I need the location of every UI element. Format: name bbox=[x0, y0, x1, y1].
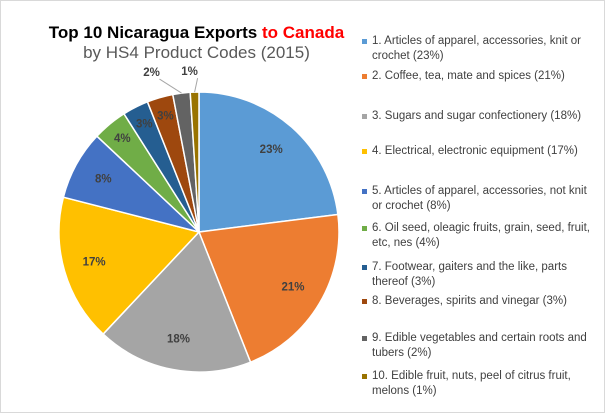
legend-label: 3. Sugars and sugar confectionery (18%) bbox=[372, 110, 582, 122]
chart-title: Top 10 Nicaragua Exports to Canada by HS… bbox=[9, 23, 384, 63]
legend-label: 1. Articles of apparel, accessories, kni… bbox=[372, 35, 582, 62]
legend-label: 10. Edible fruit, nuts, peel of citrus f… bbox=[372, 370, 571, 397]
legend-marker bbox=[362, 39, 367, 44]
chart-title-highlight: to Canada bbox=[262, 23, 345, 42]
pie-data-label: 18% bbox=[167, 333, 190, 345]
legend-marker bbox=[362, 114, 367, 119]
pie-leader-line bbox=[159, 78, 182, 94]
legend-item: 9. Edible vegetables and certain roots a… bbox=[362, 331, 597, 361]
chart-subtitle: by HS4 Product Codes (2015) bbox=[83, 43, 310, 62]
legend-label: 4. Electrical, electronic equipment (17%… bbox=[372, 145, 578, 157]
legend-marker bbox=[362, 149, 367, 154]
pie-slices bbox=[58, 91, 340, 373]
legend-item: 2. Coffee, tea, mate and spices (21%) bbox=[362, 69, 597, 84]
legend-marker bbox=[362, 189, 367, 194]
pie-leader-lines bbox=[159, 77, 199, 94]
chart-title-main: Top 10 Nicaragua Exports to Canada bbox=[9, 23, 384, 43]
legend-item: 4. Electrical, electronic equipment (17%… bbox=[362, 144, 597, 159]
pie-slice bbox=[197, 213, 340, 364]
legend-label: 6. Oil seed, oleagic fruits, grain, seed… bbox=[372, 222, 590, 249]
legend-marker bbox=[362, 299, 367, 304]
pie-data-label: 17% bbox=[83, 257, 106, 269]
legend-item: 6. Oil seed, oleagic fruits, grain, seed… bbox=[362, 221, 597, 251]
legend-label: 9. Edible vegetables and certain roots a… bbox=[372, 332, 587, 359]
legend-item: 5. Articles of apparel, accessories, not… bbox=[362, 184, 597, 214]
legend-marker bbox=[362, 265, 367, 270]
legend-marker bbox=[362, 226, 367, 231]
legend-item: 7. Footwear, gaiters and the like, parts… bbox=[362, 260, 597, 290]
pie-slice bbox=[198, 91, 339, 233]
pie-data-labels: 23% 21% 18% 17% 8% 4% 3% 3% 2% 1% bbox=[83, 66, 305, 345]
legend-label: 7. Footwear, gaiters and the like, parts… bbox=[372, 261, 567, 288]
legend-marker bbox=[362, 74, 367, 79]
legend-label: 2. Coffee, tea, mate and spices (21%) bbox=[372, 70, 565, 82]
legend-item: 10. Edible fruit, nuts, peel of citrus f… bbox=[362, 369, 597, 399]
pie-data-label: 3% bbox=[157, 110, 174, 122]
legend-label: 8. Beverages, spirits and vinegar (3%) bbox=[372, 295, 567, 307]
legend-item: 8. Beverages, spirits and vinegar (3%) bbox=[362, 294, 597, 309]
legend-item: 3. Sugars and sugar confectionery (18%) bbox=[362, 109, 597, 124]
legend-marker bbox=[362, 336, 367, 341]
pie-data-label: 8% bbox=[95, 173, 112, 185]
pie-leader-line bbox=[194, 77, 199, 93]
legend-label: 5. Articles of apparel, accessories, not… bbox=[372, 185, 587, 212]
pie-data-label: 21% bbox=[281, 282, 304, 294]
pie-data-label: 1% bbox=[181, 66, 198, 78]
pie-data-label: 3% bbox=[136, 119, 153, 131]
pie-data-label: 4% bbox=[114, 133, 131, 145]
pie-data-label: 2% bbox=[143, 67, 160, 79]
pie-slice bbox=[58, 196, 201, 336]
pie-data-label: 23% bbox=[260, 144, 283, 156]
pie-slice bbox=[102, 230, 252, 373]
chart-title-prefix: Top 10 Nicaragua Exports bbox=[48, 23, 262, 42]
legend-marker bbox=[362, 374, 367, 379]
legend-item: 1. Articles of apparel, accessories, kni… bbox=[362, 34, 597, 64]
